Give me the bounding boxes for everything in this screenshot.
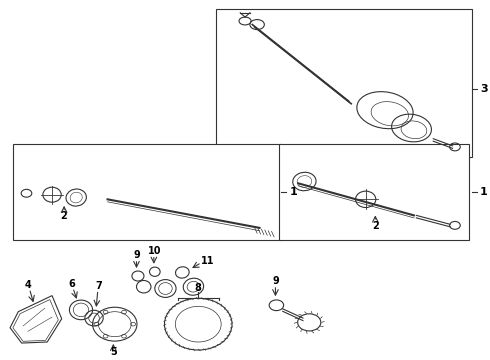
Text: 9: 9 [133,250,140,260]
Text: 10: 10 [148,246,162,256]
Text: 11: 11 [201,256,215,266]
Text: 1: 1 [290,187,297,197]
Text: 7: 7 [96,281,102,291]
Bar [279,144,469,240]
Text: 3: 3 [480,84,488,94]
Text: 1: 1 [480,187,488,197]
Text: 6: 6 [68,279,75,289]
Text: 2: 2 [61,211,68,221]
Bar [216,9,472,157]
Text: 9: 9 [272,276,279,286]
Text: 8: 8 [195,283,201,293]
Bar [13,144,281,240]
Text: 2: 2 [372,221,379,231]
Text: 4: 4 [24,280,31,290]
Text: 5: 5 [110,347,117,357]
